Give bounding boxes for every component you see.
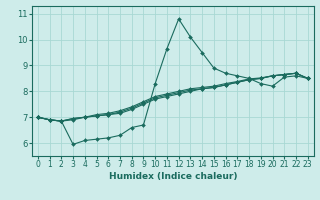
X-axis label: Humidex (Indice chaleur): Humidex (Indice chaleur) <box>108 172 237 181</box>
